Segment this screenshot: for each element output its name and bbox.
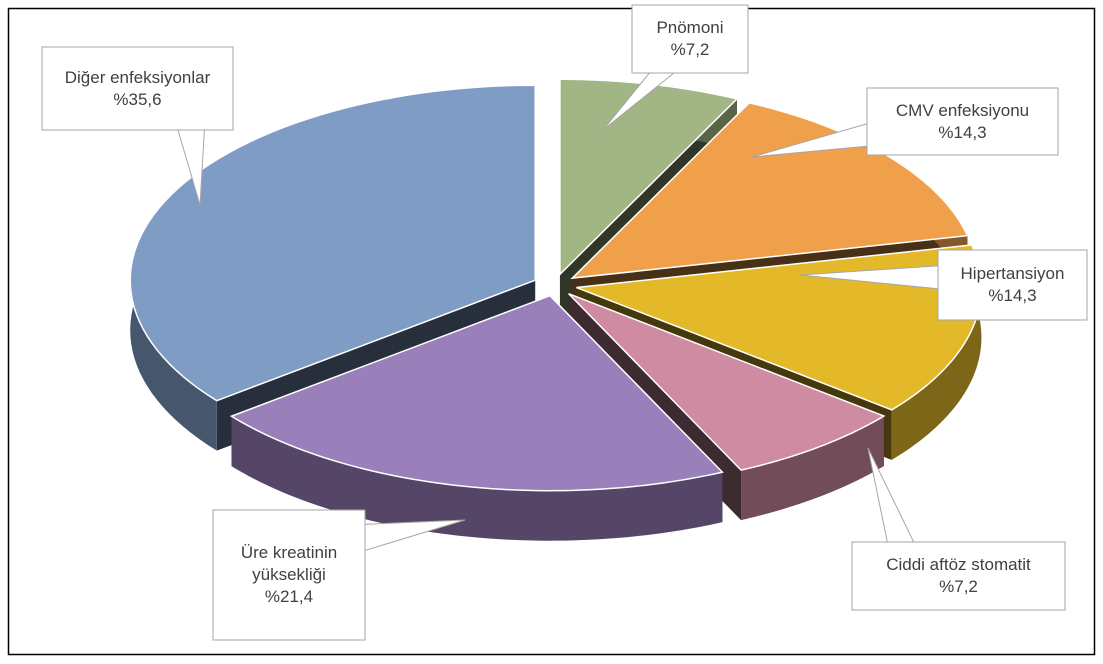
callout-text: Pnömoni %7,2	[632, 5, 748, 73]
callout-box	[866, 87, 1059, 156]
slice-side	[741, 416, 884, 521]
callout-label: Pnömoni %7,2	[632, 5, 748, 73]
value-label: %35,6	[113, 89, 162, 109]
callout-label: Hipertansiyon %14,3	[938, 250, 1087, 320]
callout-box	[41, 46, 234, 131]
slice	[229, 294, 724, 541]
value-label: %7,2	[670, 40, 710, 59]
callout-box	[631, 4, 749, 74]
value-label: %21,4	[264, 587, 314, 606]
callout-box	[937, 249, 1088, 321]
callout-label: Üre kreatinin yüksekliği %21,4	[213, 510, 365, 640]
callout-label: CMV enfeksiyonu%14,3	[867, 88, 1058, 155]
callout-label: Diğer enfeksiyonlar%35,6	[42, 47, 233, 130]
category-label: Pnömoni	[656, 18, 724, 37]
category-label: Diğer enfeksiyonlar	[64, 67, 211, 87]
category-label: CMV enfeksiyonu	[895, 100, 1030, 120]
category-label: Ciddi aftöz stomatit	[886, 555, 1031, 574]
slice	[229, 294, 724, 492]
callout-text: Hipertansiyon %14,3	[938, 250, 1087, 320]
callout-text: CMV enfeksiyonu %14,3	[867, 88, 1058, 155]
slice-side	[891, 244, 982, 460]
callout-text: Ciddi aftöz stomatit %7,2	[852, 542, 1065, 610]
callout-label: Ciddi aftöz stomatit %7,2	[852, 542, 1065, 610]
category-label: Üre kreatinin yüksekliği	[240, 543, 338, 584]
callout-text: Üre kreatinin yüksekliği %21,4	[213, 510, 365, 640]
callout-box	[851, 541, 1066, 611]
category-label: Hipertansiyon	[960, 264, 1065, 283]
slice	[129, 84, 536, 402]
callout-text: Diğer enfeksiyonlar %35,6	[42, 47, 233, 130]
value-label: %7,2	[939, 577, 978, 596]
slice	[568, 292, 886, 471]
value-label: %14,3	[938, 122, 987, 142]
value-label: %14,3	[988, 286, 1037, 305]
callout-box	[212, 509, 366, 641]
